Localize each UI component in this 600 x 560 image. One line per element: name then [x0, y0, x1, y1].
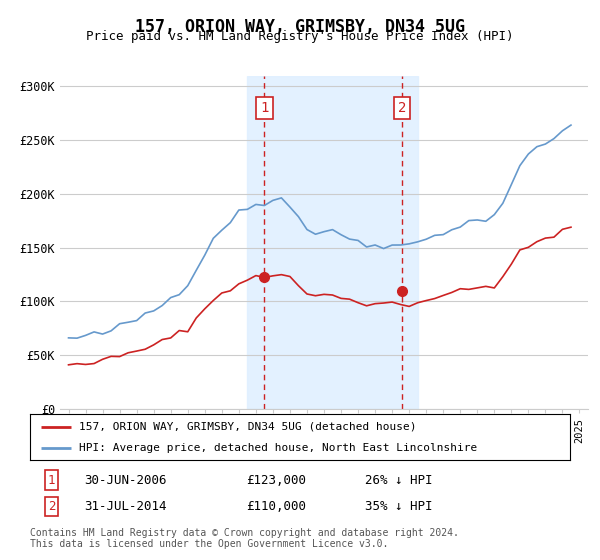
- Text: 26% ↓ HPI: 26% ↓ HPI: [365, 474, 432, 487]
- Bar: [247, 76, 418, 409]
- Text: 157, ORION WAY, GRIMSBY, DN34 5UG: 157, ORION WAY, GRIMSBY, DN34 5UG: [135, 18, 465, 36]
- Text: HPI: Average price, detached house, North East Lincolnshire: HPI: Average price, detached house, Nort…: [79, 443, 477, 453]
- Text: Contains HM Land Registry data © Crown copyright and database right 2024.
This d: Contains HM Land Registry data © Crown c…: [30, 528, 459, 549]
- Text: Price paid vs. HM Land Registry's House Price Index (HPI): Price paid vs. HM Land Registry's House …: [86, 30, 514, 43]
- Text: 1: 1: [260, 101, 269, 115]
- Text: 1: 1: [48, 474, 55, 487]
- Text: 157, ORION WAY, GRIMSBY, DN34 5UG (detached house): 157, ORION WAY, GRIMSBY, DN34 5UG (detac…: [79, 422, 416, 432]
- Text: 30-JUN-2006: 30-JUN-2006: [84, 474, 167, 487]
- Text: £110,000: £110,000: [246, 500, 306, 513]
- Text: 2: 2: [398, 101, 406, 115]
- Text: £123,000: £123,000: [246, 474, 306, 487]
- Text: 35% ↓ HPI: 35% ↓ HPI: [365, 500, 432, 513]
- Text: 2: 2: [48, 500, 55, 513]
- Text: 31-JUL-2014: 31-JUL-2014: [84, 500, 167, 513]
